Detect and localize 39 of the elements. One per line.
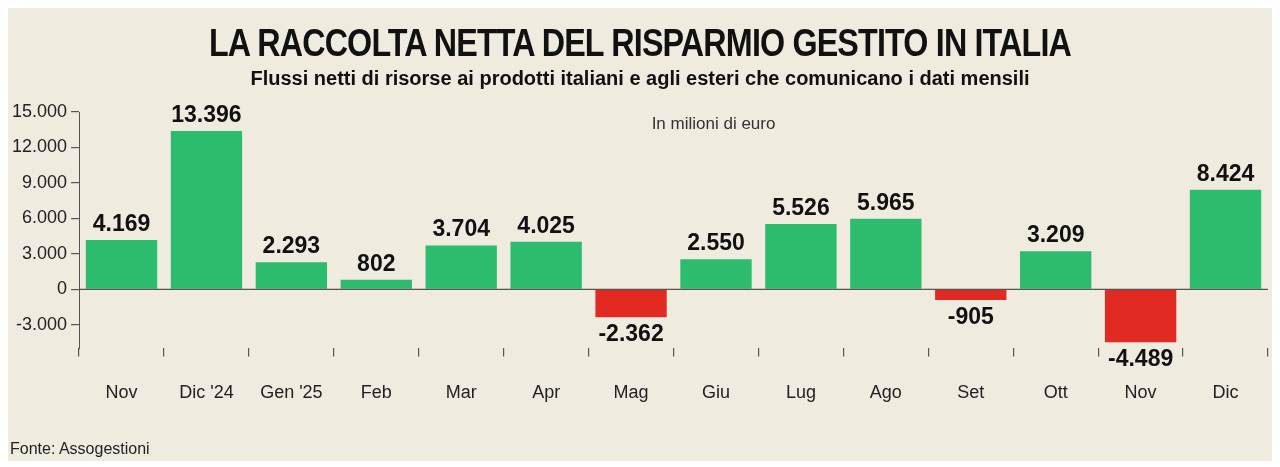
data-label: 2.550 [687,229,745,255]
x-tick-label: Feb [360,382,392,403]
data-label: 5.526 [772,193,830,220]
y-tick-label: 0 [57,278,68,299]
y-tick-label: 3.000 [22,242,68,263]
source-note: Fonte: Assogestioni [10,440,150,458]
data-label: 5.965 [857,188,915,215]
x-tick-label: Set [957,382,985,403]
data-label: 4.025 [517,211,576,238]
y-tick-label: 9.000 [22,171,68,192]
y-tick-label: 6.000 [22,207,68,228]
chart-subtitle: Flussi netti di risorse ai prodotti italiani e agli esteri che comunicano i dati mensili [249,66,1031,90]
x-tick-label: Dic [1212,382,1239,403]
x-tick-label: Mar [445,382,477,403]
data-label: 8.424 [1196,159,1255,186]
chart-title: LA RACCOLTA NETTA DEL RISPARMIO GESTITO IN ITALIA [207,21,1073,66]
x-tick-label: Nov [105,382,138,403]
x-tick-label: Giu [701,382,730,403]
data-label: 3.209 [1026,221,1085,248]
x-tick-label: Mag [613,382,649,403]
y-tick-label: 12.000 [11,136,68,157]
data-label: 4.169 [92,209,151,236]
data-label: 3.704 [432,215,491,242]
x-tick-label: Ago [869,382,902,403]
y-tick-label: -3.000 [16,313,68,334]
x-tick-label: Apr [532,382,561,403]
x-tick-label: Lug [785,382,816,403]
annotation: In milioni di euro [651,113,776,133]
y-tick-label: 15.000 [11,100,68,121]
x-tick-label: Ott [1043,382,1068,403]
data-label: 2.293 [262,232,321,259]
data-label: -4.489 [1108,345,1174,372]
data-label: -2.362 [598,320,664,347]
x-tick-label: Nov [1124,382,1157,403]
x-tick-label: Dic '24 [179,382,234,403]
data-label: -905 [947,302,994,329]
data-label: 13.396 [171,100,242,127]
data-label: 802 [357,249,396,276]
x-tick-label: Gen '25 [260,382,323,403]
